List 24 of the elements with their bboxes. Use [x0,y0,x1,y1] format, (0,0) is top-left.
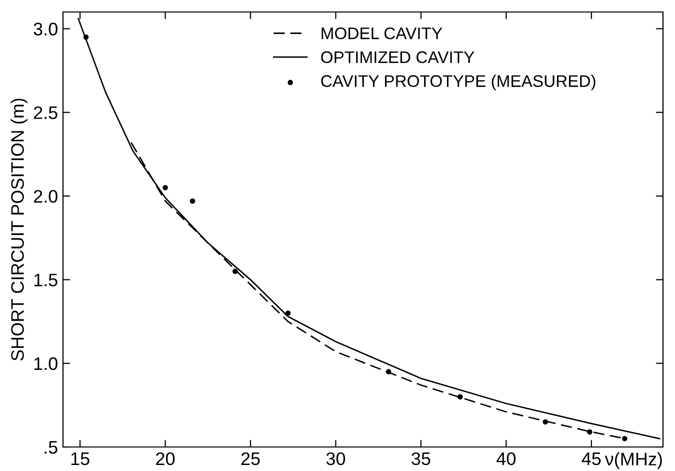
x-tick-label: 25 [241,452,260,466]
legend-label: CAVITY PROTOTYPE (MEASURED) [321,74,596,90]
point [587,429,592,435]
point [285,310,291,316]
point [162,185,168,190]
x-tick-label: 30 [326,452,346,466]
y-tick-label: .5 [44,441,58,454]
y-tick-label: 3.0 [34,22,58,36]
y-tick-label: 2.0 [34,190,58,203]
x-tick-label: 35 [412,452,430,466]
y-tick-label: 2.5 [34,106,58,120]
legend-label: MODEL CAVITY [322,27,442,40]
x-tick-label: 20 [156,452,175,466]
point [458,394,463,400]
y-tick-label: 1.5 [34,274,58,286]
point [190,198,196,204]
y-axis-title: SHORT CIRCUIT POSITION (m) [10,98,28,361]
x-tick-label: 45 [582,452,601,466]
y-tick-label: 1.0 [34,357,58,370]
point [622,436,628,442]
legend-label: OPTIMIZED CAVITY [321,51,474,64]
x-tick-label: 15 [71,452,90,466]
x-axis-title: ν(MHz) [604,452,662,470]
x-tick-label: 40 [496,452,516,466]
